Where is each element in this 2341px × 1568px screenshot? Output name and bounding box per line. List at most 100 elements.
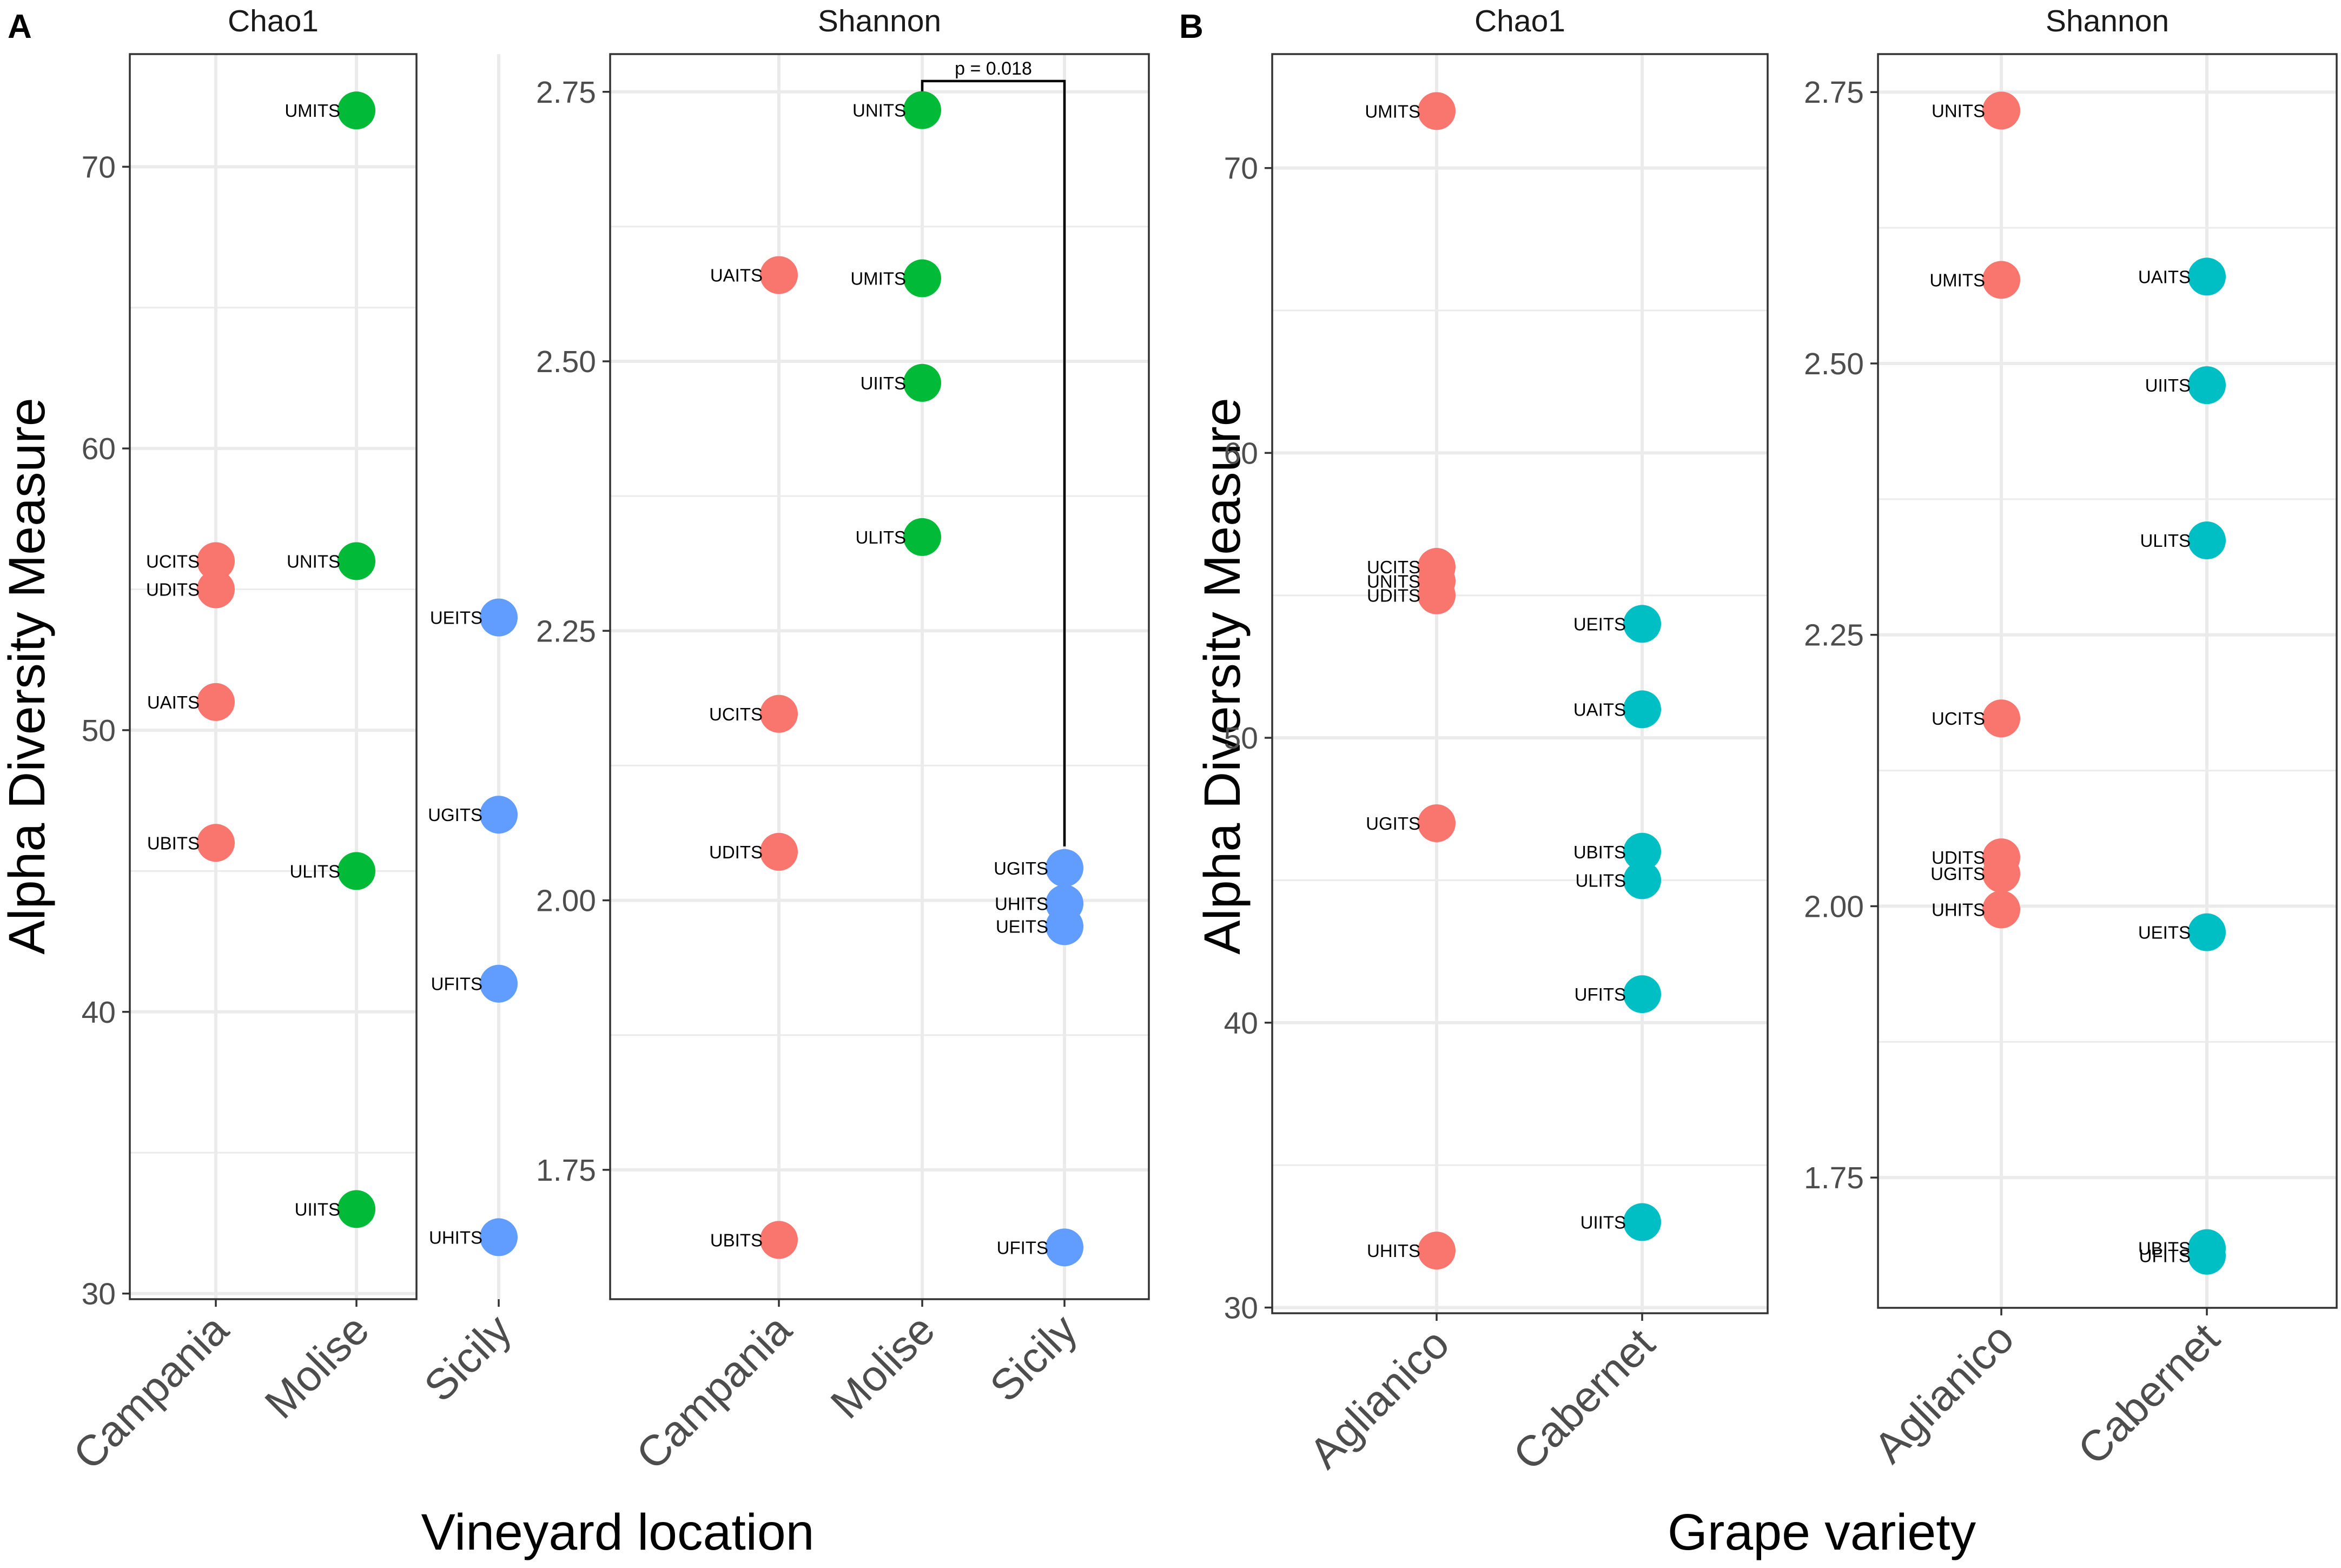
point-label: UFITS <box>431 974 482 994</box>
point-label: UEITS <box>996 916 1048 936</box>
data-point <box>1418 1232 1456 1270</box>
y-tick-label: 2.00 <box>1804 889 1864 924</box>
data-point <box>2188 1236 2226 1275</box>
point-label: ULITS <box>289 861 340 881</box>
point-label: UMITS <box>285 101 340 121</box>
y-tick-label: 60 <box>82 432 116 466</box>
data-point <box>480 598 518 637</box>
data-point <box>903 363 941 402</box>
y-tick-label: 30 <box>1224 1291 1258 1325</box>
data-point <box>1046 1228 1083 1267</box>
point-label: UDITS <box>709 842 763 862</box>
y-tick-label: 2.00 <box>536 884 596 918</box>
point-label: UGITS <box>428 805 482 825</box>
point-label: UHITS <box>1932 899 1985 919</box>
data-point <box>197 542 235 580</box>
point-label: ULITS <box>2140 531 2191 551</box>
point-label: UIITS <box>2145 375 2191 395</box>
point-label: UGITS <box>994 858 1048 878</box>
data-point <box>2188 257 2226 296</box>
point-label: UHITS <box>995 894 1048 914</box>
data-point <box>480 964 518 1003</box>
data-point <box>760 1221 798 1259</box>
point-label: UNITS <box>1367 571 1420 591</box>
point-label: UIITS <box>295 1199 340 1219</box>
point-label: UGITS <box>1366 813 1420 833</box>
point-label: UDITS <box>146 580 200 600</box>
data-point <box>1982 91 2020 130</box>
data-point <box>480 796 518 834</box>
facet-title: Chao1 <box>228 4 319 38</box>
data-point <box>2188 366 2226 405</box>
data-point <box>1623 861 1661 899</box>
y-tick-label: 2.50 <box>536 345 596 379</box>
point-label: ULITS <box>1575 870 1626 890</box>
data-point <box>1623 690 1661 729</box>
panel-border <box>609 53 1150 1300</box>
data-point <box>1418 576 1456 614</box>
point-label: UEITS <box>430 608 482 628</box>
point-label: UFITS <box>2139 1246 2191 1266</box>
point-label: UFITS <box>997 1238 1048 1258</box>
data-point <box>760 832 798 871</box>
data-point <box>338 852 375 890</box>
y-tick-label: 70 <box>82 150 116 184</box>
point-label: UMITS <box>1929 270 1985 290</box>
point-label: UAITS <box>710 266 763 286</box>
point-label: UEITS <box>2138 923 2191 943</box>
y-tick-label: 70 <box>1224 151 1258 186</box>
point-label: UGITS <box>1930 864 1985 884</box>
y-tick-label: 30 <box>82 1277 116 1312</box>
point-label: UCITS <box>1367 557 1420 577</box>
data-point <box>197 683 235 721</box>
point-label: UNITS <box>1932 101 1985 121</box>
panel-a-y-axis-title: Alpha Diversity Measure <box>0 398 56 955</box>
data-point <box>1418 92 1456 130</box>
y-tick-label: 2.25 <box>536 614 596 649</box>
point-label: UMITS <box>850 269 906 289</box>
y-tick-label: 50 <box>1224 721 1258 756</box>
point-label: UAITS <box>147 692 200 712</box>
data-point <box>197 824 235 862</box>
point-label: UBITS <box>147 833 200 853</box>
data-point <box>480 1218 518 1256</box>
panel-b-y-axis-title: Alpha Diversity Measure <box>1194 398 1251 955</box>
panel-border <box>1877 53 2338 1309</box>
point-label: UAITS <box>1573 699 1626 719</box>
data-point <box>338 1190 375 1228</box>
point-label: UBITS <box>710 1230 763 1250</box>
data-point <box>903 259 941 297</box>
point-label: UCITS <box>146 551 200 571</box>
data-point <box>197 570 235 608</box>
facet-title: Chao1 <box>1474 4 1565 38</box>
point-label: UDITS <box>1932 848 1985 868</box>
point-label: UCITS <box>709 704 763 724</box>
point-label: UNITS <box>852 101 906 121</box>
panel-a-x-axis-title: Vineyard location <box>421 1504 814 1561</box>
y-tick-label: 2.75 <box>536 75 596 110</box>
point-label: UIITS <box>861 373 906 393</box>
y-tick-label: 2.75 <box>1804 75 1864 110</box>
data-point <box>903 91 941 129</box>
point-label: UDITS <box>1367 586 1420 606</box>
panel-border <box>1271 53 1769 1314</box>
y-tick-label: 40 <box>82 995 116 1030</box>
data-point <box>760 256 798 294</box>
data-point <box>903 518 941 556</box>
point-label: UCITS <box>1932 709 1985 729</box>
data-point <box>338 542 375 580</box>
y-tick-label: 50 <box>82 713 116 748</box>
p-value-label: p = 0.018 <box>955 58 1032 79</box>
data-point <box>1982 890 2020 929</box>
data-point <box>1418 804 1456 843</box>
data-point <box>1982 855 2020 893</box>
panel-letter-a: A <box>8 8 32 45</box>
point-label: UNITS <box>287 551 340 571</box>
data-point <box>1623 1203 1661 1241</box>
data-point <box>1982 699 2020 738</box>
data-point <box>2188 913 2226 951</box>
point-label: UMITS <box>1365 101 1420 121</box>
point-label: UHITS <box>1367 1241 1420 1261</box>
panel-b-x-axis-title: Grape variety <box>1668 1504 1976 1561</box>
data-point <box>760 694 798 733</box>
